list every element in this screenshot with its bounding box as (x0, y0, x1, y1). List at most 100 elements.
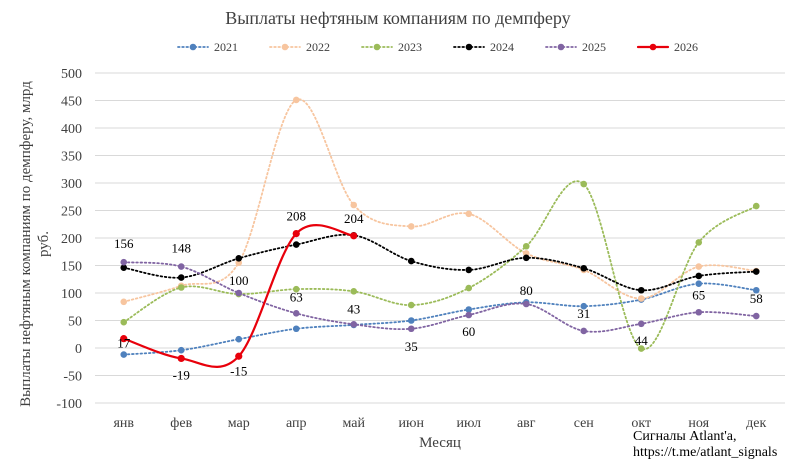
series-line-2025 (122, 261, 758, 333)
data-label: -19 (173, 367, 190, 382)
y-tick-label: 350 (61, 150, 82, 165)
legend-marker (649, 43, 657, 51)
x-tick-label: июл (456, 416, 481, 431)
series-2025 (120, 258, 760, 335)
data-point (522, 254, 530, 262)
series-group (120, 96, 760, 368)
data-labels: 156 148 100 63 43 35 60 80 31 44 65 58 17 -19 -15 208 20… (114, 209, 763, 383)
data-point (235, 352, 243, 360)
data-point (695, 272, 703, 280)
y-tick-label: 400 (61, 122, 82, 137)
data-point (465, 210, 473, 218)
grid (95, 72, 785, 404)
data-point (292, 285, 300, 293)
data-label: 148 (172, 241, 192, 256)
y-tick-label: 200 (61, 232, 82, 247)
data-point (120, 351, 128, 358)
y-tick-label: 450 (61, 95, 82, 110)
legend-label: 2024 (490, 40, 514, 54)
data-point (292, 310, 300, 317)
legend-item-2026: 2026 (636, 40, 698, 54)
legend-item-2021: 2021 (177, 40, 238, 54)
series-2026 (120, 224, 358, 368)
data-point (752, 202, 760, 210)
y-tick-label: 0 (75, 342, 82, 357)
legend-item-2022: 2022 (269, 40, 330, 54)
legend-item-2025: 2025 (545, 40, 606, 54)
data-point (637, 320, 645, 328)
data-point (752, 286, 760, 294)
data-point (637, 286, 645, 294)
data-label: 208 (287, 209, 307, 224)
data-point (580, 180, 588, 188)
series-2023 (120, 180, 760, 352)
data-point (120, 298, 128, 306)
data-point (407, 301, 415, 309)
data-point (292, 230, 300, 238)
data-point (465, 266, 473, 274)
data-point (177, 346, 185, 354)
y-axis-label-line-2: руб. (36, 231, 52, 257)
y-axis: -100 -50 0 50 100 150 200 250 300 350 400 450 500 (56, 67, 82, 412)
legend: 2021 2022 2023 2024 2025 2026 (177, 40, 698, 54)
legend-label: 2026 (674, 40, 698, 54)
data-point (407, 317, 415, 324)
data-label: 156 (114, 236, 134, 251)
data-label: 17 (117, 336, 131, 351)
x-tick-label: сен (574, 416, 595, 431)
x-tick-label: мар (228, 416, 250, 431)
data-point (350, 232, 358, 240)
data-label: 44 (635, 333, 649, 348)
x-tick-label: май (343, 416, 366, 431)
data-point (120, 318, 128, 326)
series-line-2026 (122, 224, 355, 368)
x-tick-label: дек (746, 416, 766, 431)
data-point (695, 263, 703, 270)
data-point (752, 268, 760, 275)
y-axis-label-line-1: Выплаты нефтяным компаниям по демпферу, … (18, 81, 34, 407)
data-point (350, 321, 358, 328)
data-point (637, 345, 645, 352)
data-label: 31 (577, 306, 590, 321)
data-point (637, 295, 645, 302)
x-tick-label: авг (517, 416, 536, 431)
data-point (522, 300, 530, 308)
data-point (292, 96, 300, 104)
data-point (177, 274, 185, 281)
data-point (235, 335, 243, 343)
y-tick-label: -100 (56, 397, 82, 412)
data-point (292, 325, 300, 333)
data-label: 80 (520, 283, 533, 298)
data-point (235, 255, 243, 262)
y-tick-label: 500 (61, 67, 82, 82)
x-tick-label: фев (170, 416, 192, 431)
data-point (350, 201, 358, 209)
data-point (235, 289, 243, 297)
legend-item-2023: 2023 (361, 40, 422, 54)
x-axis: янв фев мар апр май июн июл авг сен окт ноя дек (113, 416, 766, 431)
series-line-2021 (122, 282, 758, 356)
y-tick-label: 50 (68, 315, 82, 330)
attribution: Сигналы Atlant'a, https://t.me/atlant_si… (633, 429, 777, 461)
legend-marker (557, 43, 565, 51)
legend-marker (281, 43, 289, 51)
legend-marker (189, 43, 197, 51)
legend-label: 2021 (214, 40, 238, 54)
y-tick-label: 300 (61, 177, 82, 192)
data-label: 58 (750, 291, 763, 306)
data-point (177, 354, 185, 363)
y-tick-label: 150 (61, 260, 82, 275)
legend-label: 2023 (398, 40, 422, 54)
legend-label: 2022 (306, 40, 330, 54)
data-point (695, 239, 703, 246)
data-point (580, 327, 588, 335)
data-point (752, 312, 760, 320)
data-label: 100 (229, 273, 249, 288)
series-2021 (120, 280, 760, 358)
data-label: 63 (290, 289, 303, 304)
data-point (120, 264, 128, 272)
data-point (177, 284, 185, 291)
data-point (407, 325, 415, 333)
data-point (177, 263, 185, 270)
